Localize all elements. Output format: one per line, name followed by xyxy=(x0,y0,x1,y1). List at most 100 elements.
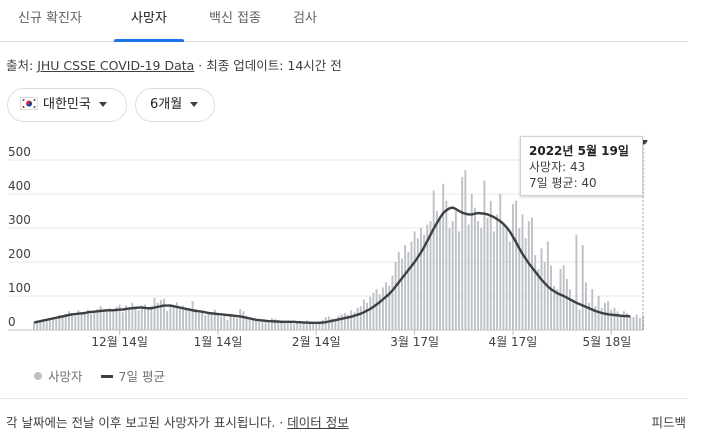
death-bar xyxy=(90,313,93,330)
death-bar xyxy=(613,307,616,330)
death-bar xyxy=(473,207,476,330)
tab-testing[interactable]: 검사 xyxy=(284,0,326,41)
death-bar xyxy=(369,296,372,330)
death-bar xyxy=(489,200,492,330)
death-bar xyxy=(565,279,568,330)
death-bar xyxy=(442,183,445,330)
death-bar xyxy=(439,217,441,330)
x-tick-label: 12월 14일 xyxy=(91,335,147,349)
death-bar xyxy=(334,320,337,330)
death-bar xyxy=(83,312,86,330)
country-label: 대한민국 xyxy=(43,97,91,112)
death-bar xyxy=(594,306,597,330)
tab-label: 검사 xyxy=(293,11,317,26)
death-bar xyxy=(524,238,527,330)
y-tick-label: 200 xyxy=(8,247,31,261)
feedback-link[interactable]: 피드백 xyxy=(651,415,686,430)
death-bar xyxy=(458,231,460,330)
death-bar xyxy=(502,224,505,330)
chart-tooltip: 2022년 5월 19일 사망자: 43 7일 평균: 40 xyxy=(520,136,643,196)
death-bar xyxy=(340,314,343,330)
death-bar xyxy=(33,323,35,330)
death-bar xyxy=(52,319,54,330)
death-bar xyxy=(289,321,292,330)
death-bar xyxy=(102,310,105,330)
chevron-down-icon xyxy=(98,102,107,107)
death-bar xyxy=(58,314,61,330)
death-bar xyxy=(115,306,118,330)
death-bar xyxy=(343,313,346,330)
death-bar xyxy=(420,228,422,330)
death-bar xyxy=(578,309,581,330)
tab-new-cases[interactable]: 신규 확진자 xyxy=(8,0,92,41)
tab-deaths[interactable]: 사망자 xyxy=(114,0,184,42)
death-bar xyxy=(366,302,368,330)
death-bar xyxy=(629,316,632,330)
death-bar xyxy=(229,313,232,330)
death-bar xyxy=(302,323,305,330)
deaths-chart[interactable]: 0 100 200 300 400 500 12월 14일 1월 14일 2월 14일 3월 1… xyxy=(0,140,688,355)
death-bar xyxy=(356,307,359,330)
data-info-link[interactable]: 데이터 정보 xyxy=(287,415,349,430)
death-bar xyxy=(559,268,562,330)
tooltip-average: 7일 평균: 40 xyxy=(529,176,597,190)
death-bar xyxy=(80,314,83,330)
death-bar xyxy=(638,318,641,330)
death-bar xyxy=(435,211,438,330)
death-bar xyxy=(185,308,188,330)
death-bar xyxy=(328,316,330,330)
death-bar xyxy=(270,318,273,330)
death-bar xyxy=(394,262,397,330)
death-bar xyxy=(140,305,143,330)
death-bar xyxy=(204,315,207,330)
death-bar xyxy=(188,310,191,330)
death-bar xyxy=(99,306,102,330)
tab-vaccination[interactable]: 백신 접종 xyxy=(198,0,272,41)
death-bar xyxy=(166,310,169,330)
death-bar xyxy=(125,305,127,330)
source-link[interactable]: JHU CSSE COVID-19 Data xyxy=(37,58,195,73)
death-bar xyxy=(375,289,378,330)
death-bar xyxy=(553,285,556,330)
active-tab-indicator xyxy=(114,39,184,42)
death-bar xyxy=(131,302,134,330)
death-bar xyxy=(480,228,483,330)
death-bar xyxy=(397,251,400,330)
y-tick-label: 500 xyxy=(8,145,31,159)
death-bar xyxy=(296,322,299,330)
seven-day-average-line xyxy=(33,206,631,325)
y-tick-label: 0 xyxy=(8,315,16,329)
death-bar xyxy=(305,320,308,330)
death-bar xyxy=(93,311,96,330)
tooltip-deaths: 사망자: 43 xyxy=(529,160,586,174)
death-bar xyxy=(48,318,51,330)
death-bar xyxy=(499,194,502,330)
death-bar xyxy=(410,241,413,330)
death-bar xyxy=(407,251,410,330)
country-select[interactable]: 대한민국 xyxy=(7,88,127,122)
tooltip-date: 2022년 5월 19일 xyxy=(529,144,629,158)
death-bar xyxy=(416,238,419,330)
legend-line-swatch xyxy=(100,375,113,378)
death-bar xyxy=(413,231,416,330)
death-bar xyxy=(242,311,245,330)
death-bar xyxy=(318,321,321,330)
death-bar xyxy=(239,308,242,330)
death-bar xyxy=(223,315,226,330)
death-bar xyxy=(178,308,181,330)
death-bar xyxy=(445,200,448,330)
death-bar xyxy=(521,214,524,330)
death-bar xyxy=(153,297,156,330)
death-bar xyxy=(232,317,235,330)
death-bar xyxy=(575,234,578,330)
death-bar xyxy=(378,294,381,330)
death-bar xyxy=(550,265,552,330)
death-bar xyxy=(432,190,435,330)
death-bar xyxy=(496,214,499,330)
death-bar xyxy=(381,287,384,330)
death-bar xyxy=(556,289,559,330)
death-bar xyxy=(106,310,108,330)
y-tick-label: 400 xyxy=(8,179,31,193)
death-bar xyxy=(36,321,39,330)
period-select[interactable]: 6개월 xyxy=(135,88,215,122)
